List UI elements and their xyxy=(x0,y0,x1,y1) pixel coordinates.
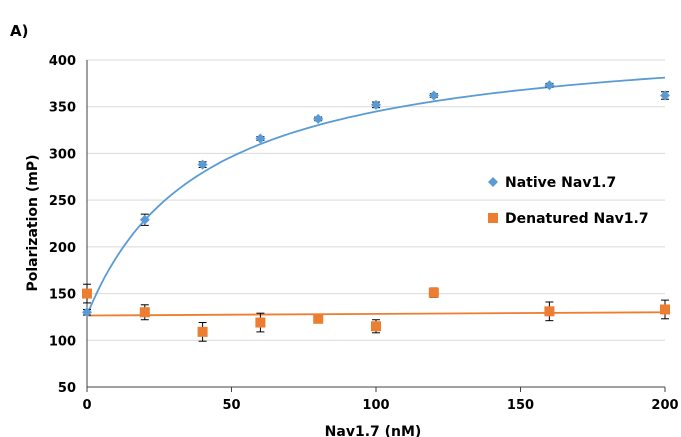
y-tick-50: 50 xyxy=(58,381,76,396)
y-axis-label: Polarization (mP) xyxy=(25,154,41,291)
legend-label-0: Native Nav1.7 xyxy=(505,175,616,191)
point-s0-3 xyxy=(255,133,266,144)
x-tick-labels: 0 50 100 150 200 xyxy=(82,398,678,413)
y-tick-350: 350 xyxy=(49,101,76,116)
x-tick-0: 0 xyxy=(82,398,91,413)
panel-label: A) xyxy=(10,22,28,40)
point-s0-8 xyxy=(660,90,670,101)
x-axis-label: Nav1.7 (nM) xyxy=(325,424,422,437)
x-tick-50: 50 xyxy=(222,398,240,413)
legend-label-1: Denatured Nav1.7 xyxy=(505,211,649,227)
legend-marker-1 xyxy=(488,213,498,223)
point-s0-7 xyxy=(544,80,555,91)
y-tick-300: 300 xyxy=(49,147,76,162)
x-tick-150: 150 xyxy=(507,398,534,413)
point-s0-5 xyxy=(371,99,381,110)
y-tick-400: 400 xyxy=(49,54,76,69)
legend-marker-0 xyxy=(488,177,498,187)
y-tick-200: 200 xyxy=(49,241,76,256)
x-tick-100: 100 xyxy=(362,398,389,413)
axes xyxy=(86,60,666,392)
y-tick-100: 100 xyxy=(49,334,76,349)
point-s1-1 xyxy=(139,307,150,318)
point-s1-8 xyxy=(660,304,670,315)
point-s1-0 xyxy=(82,288,92,299)
point-s1-5 xyxy=(371,321,381,332)
y-tick-250: 250 xyxy=(49,194,76,209)
point-s1-2 xyxy=(197,326,208,337)
trendline-1 xyxy=(86,311,666,317)
trendline-0 xyxy=(86,76,666,316)
point-s0-6 xyxy=(428,90,439,101)
point-s1-6 xyxy=(428,287,439,298)
y-tick-labels: 50 100 150 200 250 300 350 400 xyxy=(49,54,76,396)
point-s0-4 xyxy=(313,113,324,124)
legend: Native Nav1.7 Denatured Nav1.7 xyxy=(488,175,649,227)
point-s0-2 xyxy=(197,159,208,170)
plot-area xyxy=(82,76,670,342)
point-s0-0 xyxy=(82,307,92,318)
point-s1-4 xyxy=(313,313,324,324)
point-s1-7 xyxy=(544,306,555,317)
x-tick-200: 200 xyxy=(651,398,678,413)
point-s0-1 xyxy=(139,214,150,225)
y-tick-150: 150 xyxy=(49,288,76,303)
point-s1-3 xyxy=(255,317,266,328)
